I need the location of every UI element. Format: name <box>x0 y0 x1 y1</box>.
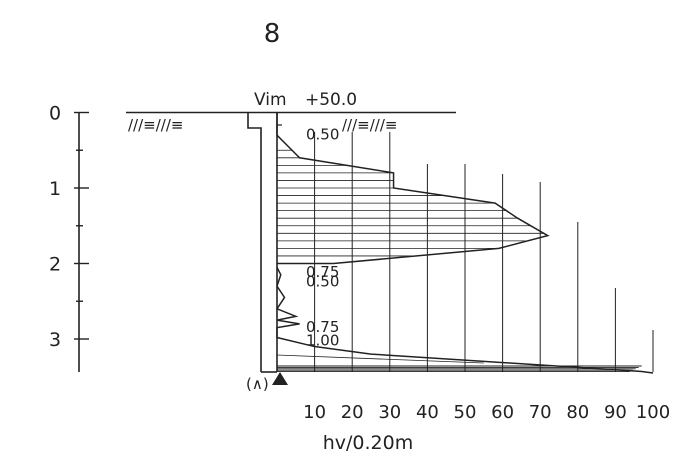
x-tick-label: 30 <box>378 402 401 423</box>
depth-annotation: 0.50 <box>306 125 339 143</box>
depth-tick-label: 1 <box>49 178 61 200</box>
x-tick-label: 60 <box>491 402 514 423</box>
x-tick-label: 70 <box>529 402 552 423</box>
tip-triangle-icon <box>272 372 288 385</box>
x-tick-label: 90 <box>604 402 627 423</box>
x-tick-label: 20 <box>341 402 364 423</box>
sounding-rod <box>247 112 282 373</box>
x-tick-label: 100 <box>636 402 670 423</box>
depth-tick-label: 3 <box>49 329 61 351</box>
lower-profile-line <box>275 266 654 374</box>
ground-hatch-right: ///≡///≡ <box>342 116 397 134</box>
x-tick-labels: 10 20 30 40 50 60 70 80 90 100 <box>303 402 670 423</box>
x-tick-label: 40 <box>416 402 439 423</box>
depth-annotation: 0.75 <box>306 263 339 281</box>
ground-label: Vim <box>254 90 287 110</box>
profile-hatch <box>276 354 484 364</box>
depth-tick-label: 2 <box>49 254 61 276</box>
depth-axis: 0 1 2 3 <box>49 103 89 372</box>
diagram-title: 8 <box>264 19 281 49</box>
depth-annotation: 1.00 <box>306 331 339 349</box>
x-axis-label: hv/0.20m <box>323 432 414 454</box>
ground-level: +50.0 <box>305 90 357 110</box>
x-tick-label: 10 <box>303 402 326 423</box>
x-tick-label: 50 <box>454 402 477 423</box>
tip-symbol: (∧) <box>246 375 269 393</box>
x-tick-label: 80 <box>566 402 589 423</box>
depth-tick-label: 0 <box>49 103 61 125</box>
depth-annotation: 0.75 <box>306 318 339 336</box>
ground-hatch-left: ///≡///≡ <box>128 116 183 134</box>
penetration-profile <box>275 112 654 374</box>
depth-annotation: 0.50 <box>306 273 339 291</box>
annotations: 0.500.750.500.751.00 <box>306 125 339 349</box>
